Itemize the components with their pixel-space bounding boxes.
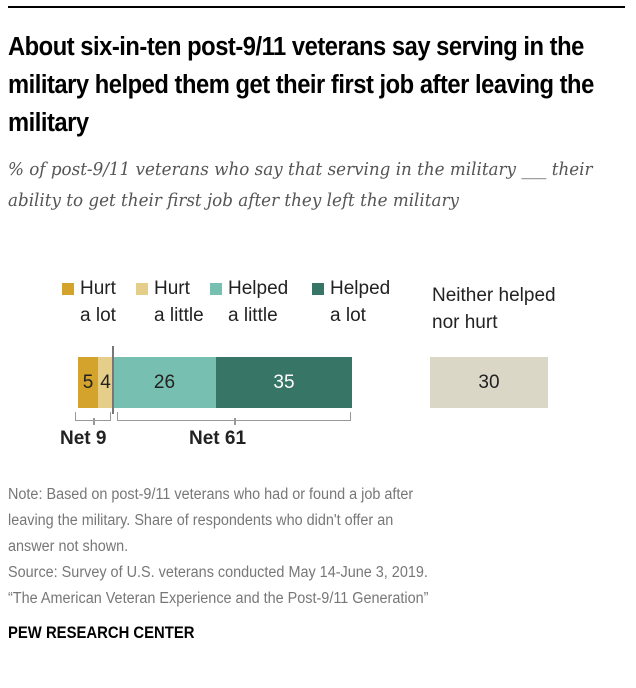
notes: Note: Based on post-9/11 veterans who ha…: [8, 482, 622, 612]
zero-divider: [112, 346, 114, 414]
bar-hurt-a-lot: 5: [78, 357, 98, 408]
legend-swatch: [62, 283, 74, 295]
legend-swatch: [210, 283, 222, 295]
note-line: Note: Based on post-9/11 veterans who ha…: [8, 486, 414, 503]
note-line: leaving the military. Share of responden…: [8, 512, 394, 529]
legend-label: Helped a little: [228, 278, 289, 326]
legend-label: Hurt a little: [154, 278, 204, 326]
bracket-hurt: [75, 412, 111, 425]
note-line: answer not shown.: [8, 538, 129, 555]
net-hurt-label: Net 9: [60, 428, 107, 449]
bar-neither: 30: [430, 357, 548, 408]
bracket-helped: [117, 412, 351, 425]
chart-subtitle: % of post-9/11 veterans who say that ser…: [8, 159, 593, 211]
legend-swatch: [312, 283, 324, 295]
legend-label: Helped a lot: [330, 278, 391, 326]
legend-label: Hurt a lot: [80, 278, 116, 326]
bracket-tick: [93, 418, 95, 425]
source-line: “The American Veteran Experience and the…: [8, 590, 429, 607]
brand-logo-text: PEW RESEARCH CENTER: [8, 624, 195, 642]
bar-helped-a-little: 26: [113, 357, 216, 408]
bar-helped-a-lot: 35: [216, 357, 352, 408]
bar-hurt-a-little: 4: [98, 357, 113, 408]
net-helped-label: Net 61: [189, 428, 247, 449]
bracket-tick: [234, 418, 236, 425]
neither-label: Neither helped nor hurt: [432, 285, 556, 333]
source-line: Source: Survey of U.S. veterans conducte…: [8, 564, 428, 581]
chart-title: About six-in-ten post-9/11 veterans say …: [8, 33, 594, 137]
legend-swatch: [136, 283, 148, 295]
top-rule: [8, 6, 625, 8]
